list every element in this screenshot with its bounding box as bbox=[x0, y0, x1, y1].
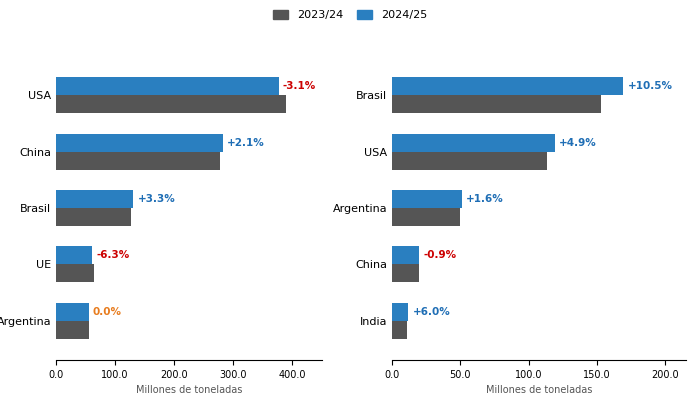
Text: +1.6%: +1.6% bbox=[466, 194, 504, 204]
Bar bbox=[392, 208, 461, 226]
Text: +3.3%: +3.3% bbox=[137, 194, 175, 204]
Text: -6.3%: -6.3% bbox=[96, 250, 130, 260]
Text: +6.0%: +6.0% bbox=[413, 306, 451, 316]
Bar bbox=[392, 190, 462, 208]
Bar bbox=[56, 77, 279, 96]
Legend: 2023/24, 2024/25: 2023/24, 2024/25 bbox=[268, 6, 432, 25]
Bar bbox=[392, 246, 419, 264]
Bar bbox=[392, 134, 554, 152]
Bar bbox=[56, 320, 88, 339]
X-axis label: Millones de toneladas: Millones de toneladas bbox=[486, 385, 592, 395]
Text: 0.0%: 0.0% bbox=[92, 306, 122, 316]
Text: -3.1%: -3.1% bbox=[283, 81, 316, 91]
Text: +10.5%: +10.5% bbox=[627, 81, 673, 91]
Bar bbox=[392, 152, 547, 170]
Text: +2.1%: +2.1% bbox=[228, 138, 265, 148]
Bar bbox=[392, 320, 407, 339]
Bar bbox=[56, 96, 286, 114]
Bar bbox=[56, 302, 88, 320]
Bar bbox=[56, 264, 94, 282]
Bar bbox=[56, 190, 134, 208]
Bar bbox=[56, 134, 223, 152]
Text: -0.9%: -0.9% bbox=[424, 250, 457, 260]
Bar bbox=[392, 77, 623, 96]
Bar bbox=[392, 302, 408, 320]
Bar bbox=[392, 96, 601, 114]
Bar bbox=[56, 152, 220, 170]
Text: +4.9%: +4.9% bbox=[559, 138, 597, 148]
Bar bbox=[56, 246, 92, 264]
X-axis label: Millones de toneladas: Millones de toneladas bbox=[136, 385, 242, 395]
Bar bbox=[56, 208, 131, 226]
Bar bbox=[392, 264, 419, 282]
